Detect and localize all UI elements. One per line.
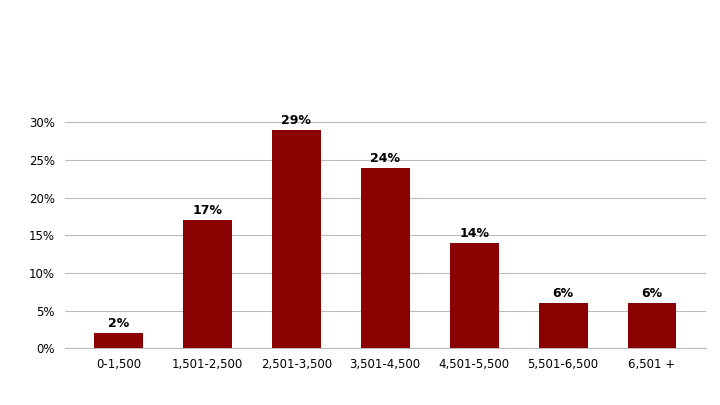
- Bar: [450, 243, 498, 348]
- Text: 29%: 29%: [282, 114, 311, 127]
- Bar: [628, 303, 677, 348]
- Text: 6%: 6%: [552, 287, 574, 300]
- Bar: [272, 130, 320, 348]
- Text: 17%: 17%: [192, 204, 222, 217]
- Text: 6%: 6%: [642, 287, 662, 300]
- Bar: [539, 303, 588, 348]
- Bar: [183, 220, 232, 348]
- Text: 24%: 24%: [370, 151, 400, 164]
- Text: 14%: 14%: [459, 227, 489, 240]
- Bar: [361, 168, 410, 348]
- Text: 2%: 2%: [108, 317, 129, 330]
- Bar: [94, 333, 143, 348]
- Text: Questions: Questions: [9, 55, 110, 73]
- Text: Percentage of Respondents Completing Number of: Percentage of Respondents Completing Num…: [9, 22, 523, 40]
